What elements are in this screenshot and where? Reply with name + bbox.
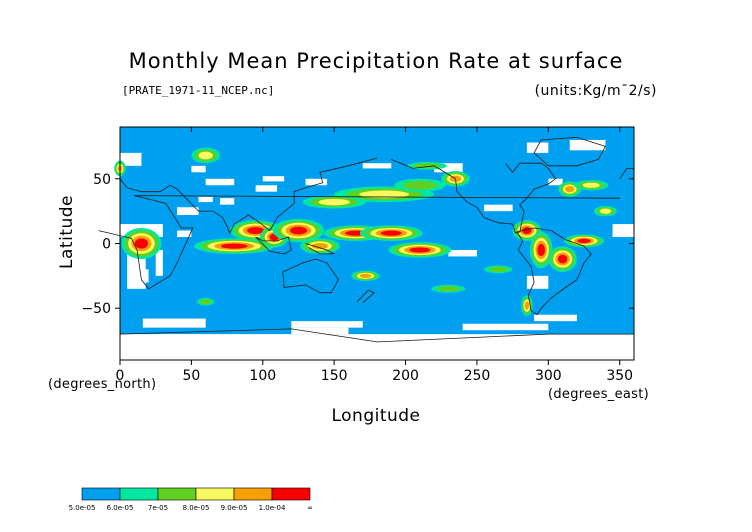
legend-label: 1.0e-04 — [259, 504, 286, 512]
coastline — [282, 258, 339, 294]
legend-label: 7e-05 — [148, 504, 168, 512]
legend-swatch — [195, 487, 235, 501]
precip-contour — [565, 186, 575, 193]
no-data-patch — [291, 327, 349, 335]
no-data-patch — [526, 142, 549, 153]
coastline — [619, 168, 634, 180]
precip-contour — [409, 247, 431, 253]
y-axis-ticks: 50 0 −50 — [81, 172, 634, 317]
precip-contour — [402, 180, 437, 190]
legend-swatch — [233, 487, 273, 501]
no-data-patch — [198, 196, 213, 203]
no-data-patch — [448, 249, 477, 257]
coastline — [255, 236, 292, 255]
precip-contour — [220, 243, 248, 249]
coastline — [119, 328, 634, 343]
no-data-patch — [120, 334, 634, 360]
precip-contour — [198, 151, 213, 160]
no-data-patch — [434, 163, 463, 173]
legend-label: ∞ — [307, 504, 313, 512]
coastline — [516, 227, 592, 316]
coastline — [533, 136, 606, 167]
x-tick-label: 0 — [116, 368, 125, 384]
legend-swatch — [119, 487, 159, 501]
no-data-patch — [462, 323, 549, 331]
no-data-patch — [205, 178, 235, 186]
precip-contour — [289, 226, 308, 235]
precip-contour — [582, 182, 600, 188]
legend-label: 5.0e-05 — [69, 504, 96, 512]
no-data-patch — [262, 176, 285, 182]
x-tick-label: 100 — [249, 368, 276, 384]
no-data-patch — [362, 163, 392, 169]
coastline — [356, 289, 375, 304]
x-axis-label: Longitude — [331, 406, 420, 426]
precip-contour — [537, 243, 546, 257]
precip-contour — [359, 190, 410, 199]
no-data-patch — [526, 275, 549, 289]
coastline — [391, 159, 557, 234]
no-data-patch — [484, 204, 513, 212]
precip-contour — [524, 301, 530, 310]
y-tick-label: 50 — [93, 172, 111, 188]
no-data-patch — [291, 321, 363, 328]
coastline — [119, 157, 378, 235]
x-tick-label: 300 — [535, 368, 562, 384]
y-tick-label: 0 — [102, 237, 111, 253]
legend-swatch — [157, 487, 197, 501]
precip-contour — [488, 266, 508, 272]
precip-contour — [380, 230, 402, 236]
color-legend: 5.0e-05 6.0e-05 7e-05 8.0e-05 9.0e-05 1.0e-04… — [69, 487, 313, 512]
precip-contour — [557, 254, 568, 264]
x-unit-label: (degrees_east) — [548, 387, 649, 402]
no-data-patch — [305, 178, 328, 186]
x-axis-ticks: 0 50 100 150 200 250 300 350 — [116, 127, 633, 384]
legend-label: 8.0e-05 — [183, 504, 210, 512]
precip-contour — [359, 273, 372, 278]
legend-swatch — [271, 487, 311, 501]
no-data-patch — [569, 139, 606, 151]
units-label: (units:Kg/m¯2/s) — [535, 83, 657, 99]
no-data-patch — [255, 185, 278, 192]
y-unit-label: (degrees_north) — [48, 377, 156, 392]
legend-label: 9.0e-05 — [221, 504, 248, 512]
no-data-patch — [142, 318, 206, 328]
no-data-patch — [120, 152, 142, 166]
no-data-patch — [612, 224, 634, 238]
chart-subtitle: [PRATE_1971-11_NCEP.nc] — [122, 84, 274, 97]
chart-title: Monthly Mean Precipitation Rate at surfa… — [129, 49, 624, 73]
no-data-patch — [134, 269, 149, 283]
precip-contour — [247, 227, 265, 235]
precip-contour — [134, 238, 149, 249]
precip-contour — [199, 299, 212, 305]
legend-label: 6.0e-05 — [107, 504, 134, 512]
no-data-patch — [155, 249, 163, 276]
coastline — [98, 195, 620, 290]
y-axis-label: Latitude — [57, 195, 77, 269]
coastline — [305, 243, 335, 255]
x-tick-label: 50 — [182, 368, 200, 384]
precipitation-fields — [114, 147, 617, 316]
precip-contour — [436, 286, 460, 292]
precip-contour — [599, 208, 612, 214]
precip-contour — [311, 242, 328, 250]
no-data-patch — [548, 178, 563, 186]
y-tick-label: −50 — [81, 301, 111, 317]
legend-swatch — [81, 487, 121, 501]
x-tick-label: 350 — [606, 368, 633, 384]
no-data-patch — [534, 314, 577, 322]
no-data-patch — [219, 198, 235, 205]
coastlines — [98, 136, 634, 343]
no-data-patch — [177, 207, 199, 216]
precip-contour — [577, 238, 591, 244]
precipitation-map — [98, 126, 635, 361]
no-data-patch — [177, 230, 192, 238]
no-data-patch — [191, 165, 206, 173]
x-tick-label: 150 — [321, 368, 348, 384]
precip-contour — [318, 198, 350, 206]
x-tick-label: 250 — [464, 368, 491, 384]
x-tick-label: 200 — [392, 368, 419, 384]
